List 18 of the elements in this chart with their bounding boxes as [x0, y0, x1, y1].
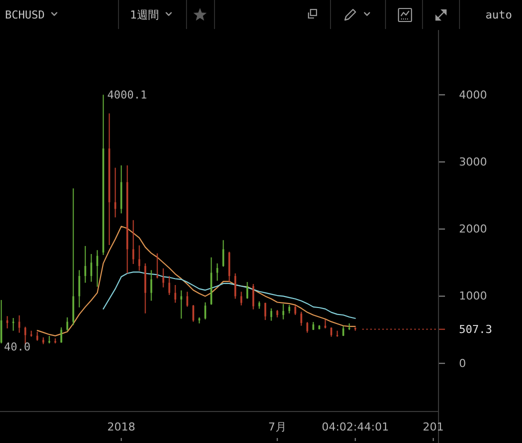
x-tick-label: 04:02:44:01 — [322, 420, 389, 434]
chart-subtitle: 1週間 — [130, 8, 159, 22]
y-tick-label: 4000 — [459, 88, 487, 102]
y-tick-label: 1000 — [459, 290, 487, 303]
y-tick-label: 3000 — [459, 155, 487, 168]
text: auto — [486, 8, 512, 22]
x-tick-label: 7月 — [268, 420, 286, 434]
y-tick-label: 0 — [459, 356, 466, 370]
annotation: 4000.1 — [107, 88, 148, 102]
chart-title: BCHUSD — [5, 8, 45, 22]
line-series — [36, 226, 356, 336]
annotation: 40.0 — [4, 340, 30, 354]
y-tick-label: 2000 — [459, 222, 487, 236]
candlestick — [156, 253, 158, 278]
x-tick-label: 2018 — [107, 420, 136, 434]
ref-line-label: 507.3 — [459, 322, 492, 336]
line-series — [102, 271, 356, 319]
x-tick-label: 201 — [422, 420, 444, 434]
